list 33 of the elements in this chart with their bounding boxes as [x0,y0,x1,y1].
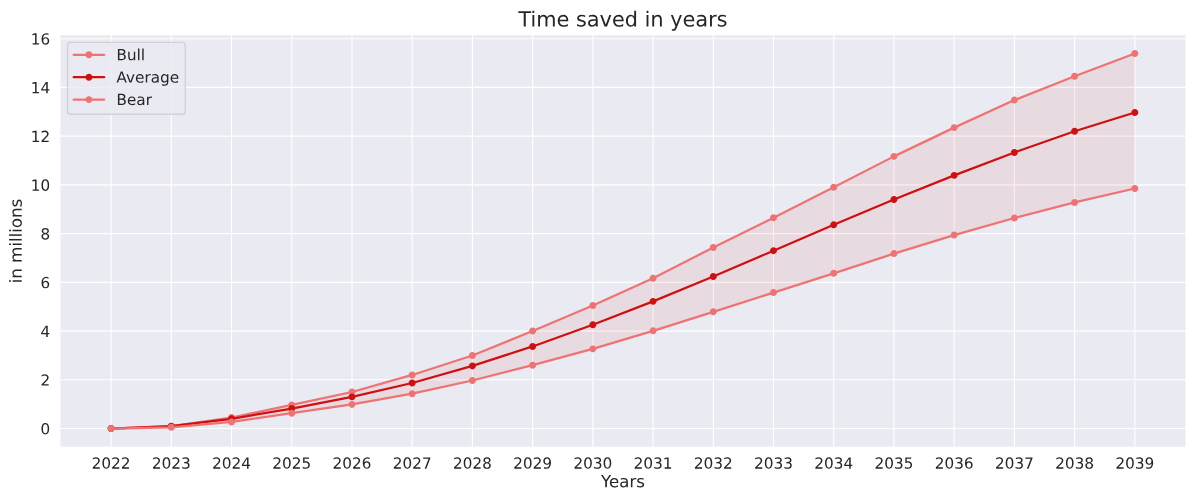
y-axis-title: in millions [9,199,22,282]
x-tick-label: 2028 [454,457,491,469]
x-tick-label: 2034 [815,457,853,469]
x-tick-label: 2031 [634,457,672,469]
x-tick-label: 2032 [694,457,732,469]
y-tick-label: 14 [32,82,50,94]
y-tick-label: 8 [41,228,50,240]
x-tick-label: 2033 [755,457,792,469]
y-tick-label: 2 [41,374,49,386]
x-tick-label: 2037 [996,457,1033,469]
x-tick-label: 2039 [1116,457,1154,469]
x-tick-label: 2027 [393,457,431,469]
x-tick-label: 2024 [213,457,251,469]
x-tick-label: 2029 [514,457,551,469]
x-tick-label: 2038 [1056,457,1094,469]
x-tick-label: 2035 [875,457,913,469]
x-tick-label: 2026 [333,457,371,469]
x-tick-label: 2023 [152,457,190,469]
y-tick-label: 4 [41,325,50,337]
x-tick-label: 2022 [92,457,129,469]
y-tick-label: 0 [41,423,50,435]
legend-label: Average [116,71,179,86]
legend-label: Bull [117,48,144,61]
y-tick-label: 10 [32,179,50,191]
y-tick-label: 12 [32,130,49,142]
x-axis-title: Years [600,475,645,488]
legend-label: Bear [117,93,152,106]
x-tick-label: 2030 [574,457,612,469]
y-tick-label: 16 [32,33,50,45]
x-tick-label: 2036 [935,457,973,469]
chart-title: Time saved in years [518,10,727,31]
x-tick-label: 2025 [273,457,310,469]
y-tick-label: 6 [41,276,50,289]
